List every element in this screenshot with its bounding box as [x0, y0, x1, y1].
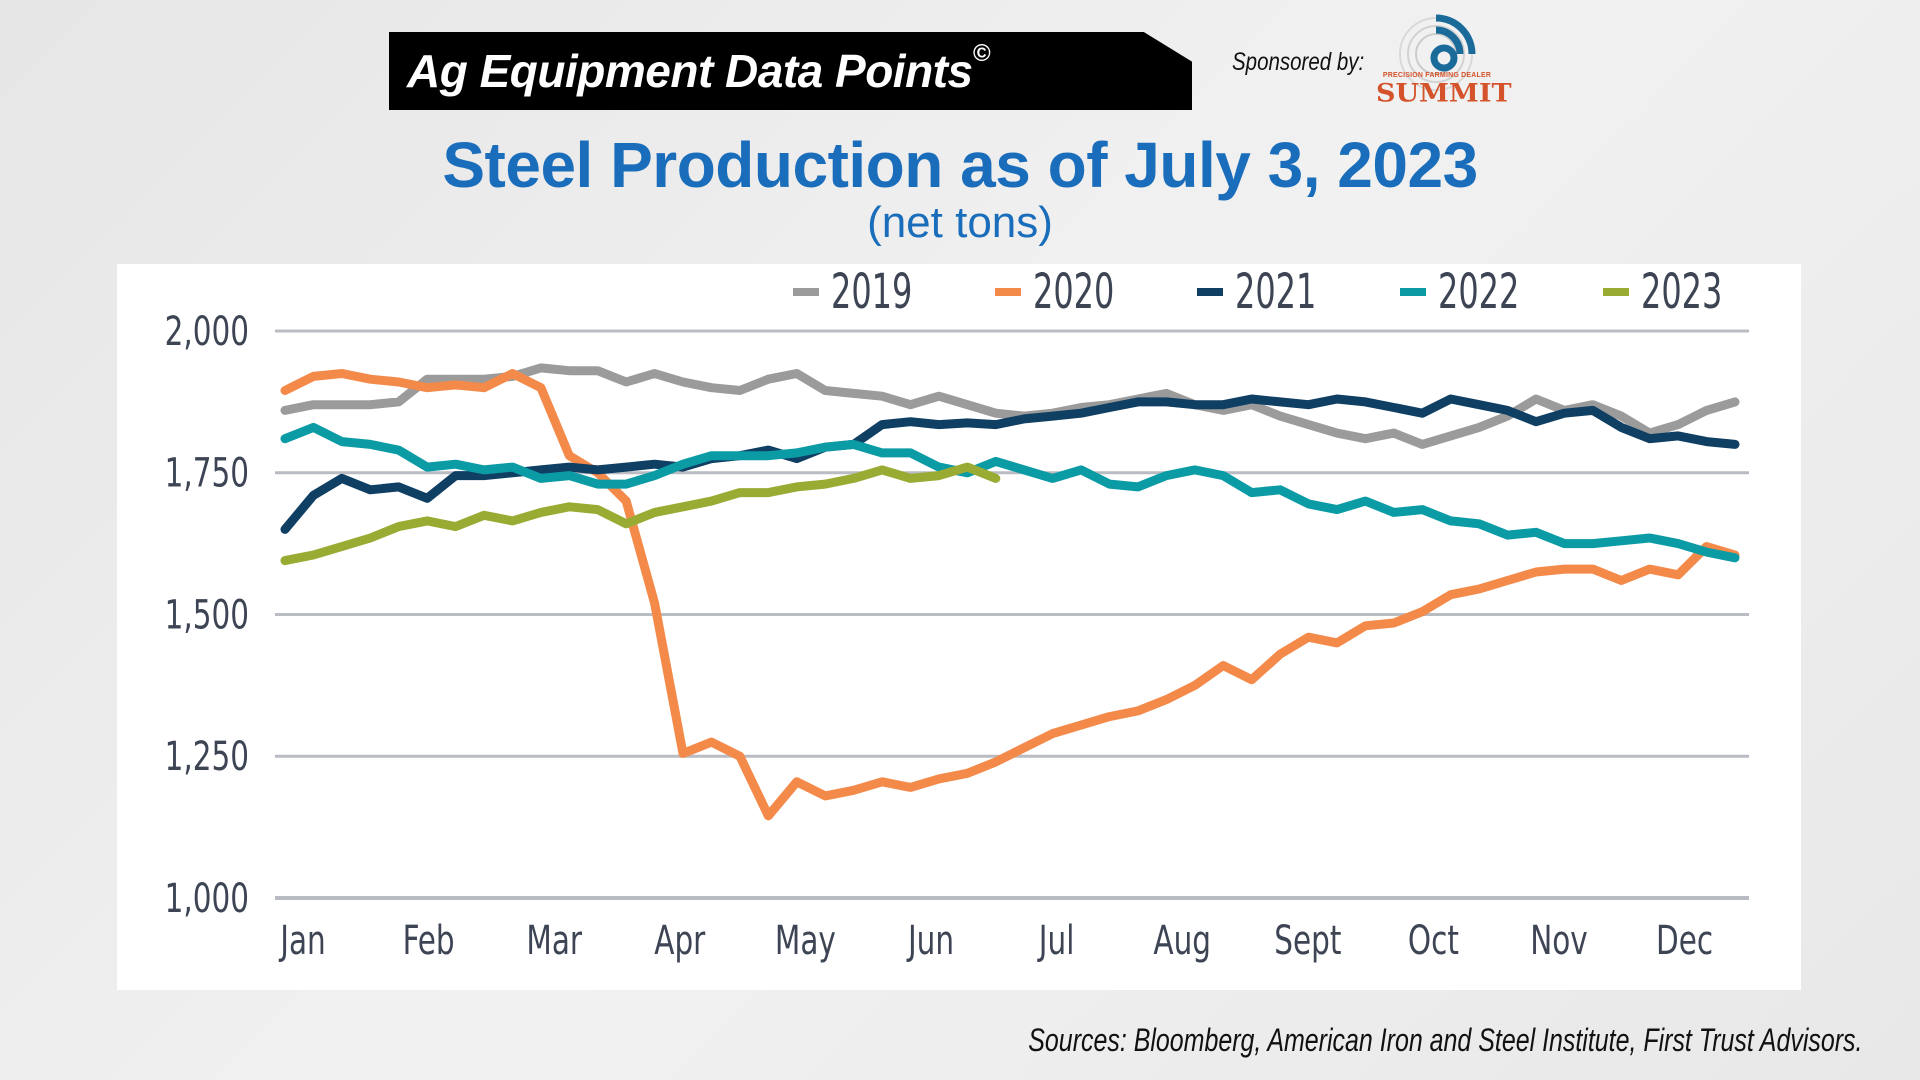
- x-tick-label: Jun: [906, 917, 954, 964]
- legend-label-2021: 2021: [1235, 264, 1316, 319]
- line-chart: 1,000 1,250 1,500 1,750 2,000 Jan Feb Mar Apr May…: [165, 264, 1749, 964]
- legend-swatch-2023: [1603, 288, 1629, 296]
- x-tick-label: Jul: [1037, 917, 1074, 964]
- header-banner: Ag Equipment Data Points©: [389, 32, 1192, 110]
- sponsor-logo-name: SUMMIT: [1376, 78, 1512, 109]
- chart-subtitle: (net tons): [867, 198, 1053, 247]
- banner-title: Ag Equipment Data Points©: [407, 40, 990, 97]
- legend-swatch-2020: [995, 288, 1021, 296]
- x-tick-label: Mar: [526, 917, 582, 964]
- series-line-2023: [280, 462, 1001, 566]
- legend-label-2022: 2022: [1438, 264, 1519, 319]
- x-tick-label: Oct: [1408, 917, 1459, 964]
- x-tick-label: Sept: [1274, 917, 1341, 964]
- y-tick-label: 1,250: [165, 733, 249, 780]
- legend-label-2023: 2023: [1641, 264, 1722, 319]
- sponsor-logo-subtitle: PRECISION FARMING DEALER: [1382, 72, 1492, 79]
- legend-label-2019: 2019: [831, 264, 912, 319]
- summit-signal-logo-icon: [1399, 14, 1476, 91]
- x-tick-label: Feb: [403, 917, 455, 964]
- series-line-2022: [280, 422, 1740, 563]
- series-line-2020: [280, 369, 1740, 821]
- x-tick-label: Nov: [1530, 917, 1588, 964]
- y-tick-label: 1,500: [165, 591, 249, 638]
- series-line-2019: [280, 363, 1740, 449]
- copyright-mark: ©: [972, 40, 991, 67]
- legend-swatch-2019: [793, 288, 819, 296]
- x-tick-label: May: [775, 917, 836, 964]
- y-tick-label: 2,000: [165, 308, 249, 355]
- y-tick-label: 1,750: [165, 450, 249, 497]
- legend-swatch-2021: [1197, 288, 1223, 296]
- x-tick-label: Apr: [654, 917, 705, 964]
- x-tick-label: Dec: [1656, 917, 1713, 964]
- legend-swatch-2022: [1400, 288, 1426, 296]
- chart-panel: 1,000 1,250 1,500 1,750 2,000 Jan Feb Mar Apr May…: [117, 264, 1801, 990]
- chart-title: Steel Production as of July 3, 2023: [442, 129, 1478, 201]
- y-tick-label: 1,000: [165, 875, 249, 922]
- sponsored-by-label: Sponsored by:: [1232, 48, 1365, 76]
- legend-label-2020: 2020: [1033, 264, 1114, 319]
- sources-note: Sources: Bloomberg, American Iron and St…: [1027, 1022, 1862, 1058]
- x-tick-label: Aug: [1153, 917, 1211, 964]
- x-tick-label: Jan: [278, 917, 325, 964]
